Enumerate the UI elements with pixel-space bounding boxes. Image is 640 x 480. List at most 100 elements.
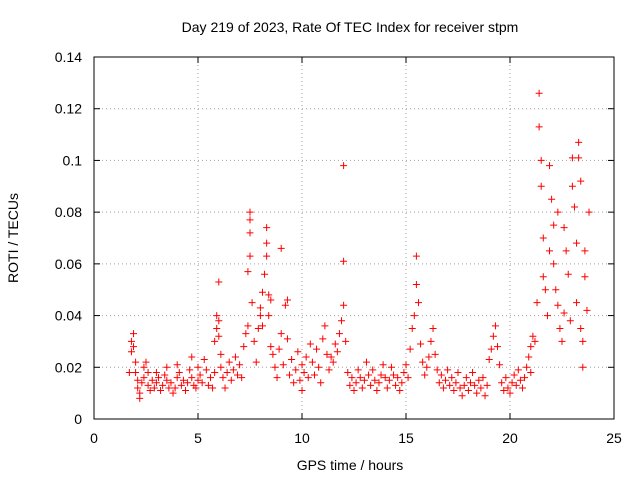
data-point xyxy=(356,374,364,382)
data-point xyxy=(283,296,291,304)
data-point xyxy=(340,162,348,170)
data-point xyxy=(177,381,185,389)
data-point xyxy=(506,389,514,397)
data-point xyxy=(537,156,545,164)
data-point xyxy=(242,330,250,338)
data-point xyxy=(315,363,323,371)
data-point xyxy=(217,350,225,358)
data-point xyxy=(333,348,341,356)
data-point xyxy=(508,379,516,387)
data-point xyxy=(483,381,491,389)
data-point xyxy=(566,317,574,325)
data-point xyxy=(223,368,231,376)
data-point xyxy=(512,381,520,389)
data-point xyxy=(379,361,387,369)
data-point xyxy=(442,376,450,384)
data-point xyxy=(246,216,254,224)
data-point xyxy=(258,322,266,330)
data-point xyxy=(446,381,454,389)
data-point xyxy=(439,384,447,392)
data-point xyxy=(227,376,235,384)
data-points xyxy=(125,89,593,402)
data-point xyxy=(159,381,167,389)
data-point xyxy=(202,366,210,374)
data-point xyxy=(192,384,200,392)
data-point xyxy=(231,353,239,361)
data-point xyxy=(215,332,223,340)
data-point xyxy=(412,281,420,289)
data-point xyxy=(419,358,427,366)
data-point xyxy=(500,387,508,395)
data-point xyxy=(469,368,477,376)
data-point xyxy=(354,366,362,374)
data-point xyxy=(142,358,150,366)
data-point xyxy=(254,325,262,332)
data-point xyxy=(554,301,562,309)
data-point xyxy=(452,379,460,387)
data-point xyxy=(323,350,331,358)
data-point xyxy=(494,343,502,351)
data-point xyxy=(348,374,356,382)
data-point xyxy=(371,376,379,384)
data-point xyxy=(487,345,495,353)
data-point xyxy=(398,379,406,387)
data-point xyxy=(392,381,400,389)
data-point xyxy=(535,123,543,131)
data-point xyxy=(375,379,383,387)
data-point xyxy=(340,301,348,309)
data-point xyxy=(502,374,510,382)
data-point xyxy=(381,374,389,382)
data-point xyxy=(221,384,229,392)
data-point xyxy=(171,384,179,392)
data-point xyxy=(539,273,547,281)
data-point xyxy=(286,371,294,379)
data-point xyxy=(514,366,522,374)
data-point xyxy=(344,368,352,376)
data-point xyxy=(219,374,227,382)
data-point xyxy=(390,371,398,379)
data-point xyxy=(209,384,217,392)
data-point xyxy=(481,392,489,400)
data-point xyxy=(127,337,135,345)
data-point xyxy=(546,162,554,170)
data-point xyxy=(550,221,558,229)
data-point xyxy=(267,296,275,304)
data-point xyxy=(527,343,535,351)
x-tick-label: 10 xyxy=(294,430,310,446)
data-point xyxy=(489,332,497,340)
data-point xyxy=(533,299,541,307)
data-point xyxy=(437,371,445,379)
data-point xyxy=(412,252,420,260)
data-point xyxy=(329,358,337,366)
data-point xyxy=(194,363,202,371)
data-point xyxy=(456,384,464,392)
data-point xyxy=(340,257,348,265)
data-point xyxy=(294,348,302,356)
data-point xyxy=(523,363,531,371)
data-point xyxy=(148,376,156,384)
data-point xyxy=(558,337,566,345)
data-point xyxy=(475,376,483,384)
data-point xyxy=(292,366,300,374)
data-point xyxy=(173,374,181,382)
data-point xyxy=(130,330,138,338)
data-point xyxy=(564,270,572,278)
data-point xyxy=(186,366,194,374)
data-point xyxy=(244,322,252,330)
data-point xyxy=(204,381,212,389)
data-point xyxy=(450,387,458,395)
data-point xyxy=(248,299,256,307)
data-point xyxy=(369,366,377,374)
data-point xyxy=(568,182,576,190)
data-point xyxy=(127,348,135,356)
data-point xyxy=(310,371,318,379)
data-point xyxy=(548,195,556,203)
data-point xyxy=(518,384,526,392)
data-point xyxy=(132,358,140,366)
data-point xyxy=(448,374,456,382)
data-point xyxy=(335,330,343,338)
data-point xyxy=(256,312,264,320)
data-point xyxy=(377,371,385,379)
data-point xyxy=(423,363,431,371)
